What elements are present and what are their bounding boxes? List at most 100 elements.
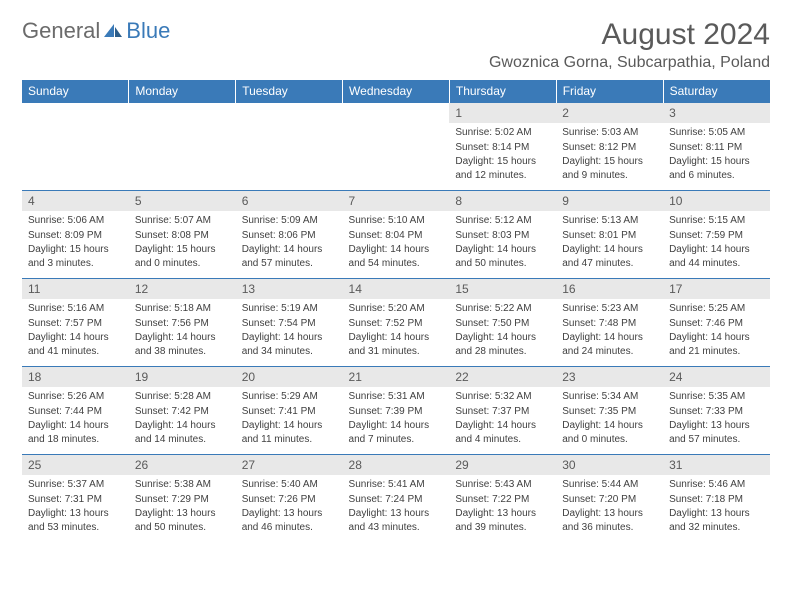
sunrise-text: Sunrise: 5:46 AM	[669, 478, 764, 492]
day-header-monday: Monday	[129, 80, 236, 103]
week-row: 4Sunrise: 5:06 AMSunset: 8:09 PMDaylight…	[22, 191, 770, 279]
sunset-text: Sunset: 7:18 PM	[669, 493, 764, 507]
sunset-text: Sunset: 8:11 PM	[669, 141, 764, 155]
day-number: 20	[236, 367, 343, 387]
sunrise-text: Sunrise: 5:32 AM	[455, 390, 550, 404]
daylight-text: Daylight: 14 hours and 54 minutes.	[349, 243, 444, 270]
day-details: Sunrise: 5:07 AMSunset: 8:08 PMDaylight:…	[129, 211, 236, 274]
day-cell: 29Sunrise: 5:43 AMSunset: 7:22 PMDayligh…	[449, 455, 556, 543]
day-details: Sunrise: 5:12 AMSunset: 8:03 PMDaylight:…	[449, 211, 556, 274]
daylight-text: Daylight: 13 hours and 57 minutes.	[669, 419, 764, 446]
day-details: Sunrise: 5:03 AMSunset: 8:12 PMDaylight:…	[556, 123, 663, 186]
day-number: 28	[343, 455, 450, 475]
daylight-text: Daylight: 14 hours and 4 minutes.	[455, 419, 550, 446]
sunrise-text: Sunrise: 5:25 AM	[669, 302, 764, 316]
sunrise-text: Sunrise: 5:31 AM	[349, 390, 444, 404]
day-header-saturday: Saturday	[663, 80, 770, 103]
sunrise-text: Sunrise: 5:44 AM	[562, 478, 657, 492]
sunrise-text: Sunrise: 5:28 AM	[135, 390, 230, 404]
day-cell: 8Sunrise: 5:12 AMSunset: 8:03 PMDaylight…	[449, 191, 556, 279]
sunrise-text: Sunrise: 5:35 AM	[669, 390, 764, 404]
sunset-text: Sunset: 7:20 PM	[562, 493, 657, 507]
day-number: 4	[22, 191, 129, 211]
day-details: Sunrise: 5:46 AMSunset: 7:18 PMDaylight:…	[663, 475, 770, 538]
sunrise-text: Sunrise: 5:07 AM	[135, 214, 230, 228]
day-number: 12	[129, 279, 236, 299]
sunrise-text: Sunrise: 5:38 AM	[135, 478, 230, 492]
day-number: 1	[449, 103, 556, 123]
day-details: Sunrise: 5:02 AMSunset: 8:14 PMDaylight:…	[449, 123, 556, 186]
day-number: 6	[236, 191, 343, 211]
day-number: 30	[556, 455, 663, 475]
calendar-body: 1Sunrise: 5:02 AMSunset: 8:14 PMDaylight…	[22, 103, 770, 543]
sunset-text: Sunset: 8:08 PM	[135, 229, 230, 243]
sunset-text: Sunset: 7:46 PM	[669, 317, 764, 331]
sunrise-text: Sunrise: 5:02 AM	[455, 126, 550, 140]
day-number: 10	[663, 191, 770, 211]
day-cell: 4Sunrise: 5:06 AMSunset: 8:09 PMDaylight…	[22, 191, 129, 279]
logo: General Blue	[22, 18, 170, 44]
sunset-text: Sunset: 7:48 PM	[562, 317, 657, 331]
sunset-text: Sunset: 8:09 PM	[28, 229, 123, 243]
day-cell: 28Sunrise: 5:41 AMSunset: 7:24 PMDayligh…	[343, 455, 450, 543]
day-cell: 16Sunrise: 5:23 AMSunset: 7:48 PMDayligh…	[556, 279, 663, 367]
daylight-text: Daylight: 15 hours and 0 minutes.	[135, 243, 230, 270]
sunrise-text: Sunrise: 5:23 AM	[562, 302, 657, 316]
day-details: Sunrise: 5:13 AMSunset: 8:01 PMDaylight:…	[556, 211, 663, 274]
daylight-text: Daylight: 13 hours and 46 minutes.	[242, 507, 337, 534]
sunrise-text: Sunrise: 5:09 AM	[242, 214, 337, 228]
day-details: Sunrise: 5:35 AMSunset: 7:33 PMDaylight:…	[663, 387, 770, 450]
day-number: 11	[22, 279, 129, 299]
daylight-text: Daylight: 14 hours and 11 minutes.	[242, 419, 337, 446]
day-cell: 2Sunrise: 5:03 AMSunset: 8:12 PMDaylight…	[556, 103, 663, 191]
day-details: Sunrise: 5:10 AMSunset: 8:04 PMDaylight:…	[343, 211, 450, 274]
day-number: 5	[129, 191, 236, 211]
day-cell: 30 Sunrise: 5:44 AMSunset: 7:20 PMDayligh…	[556, 455, 663, 543]
sunset-text: Sunset: 7:29 PM	[135, 493, 230, 507]
daylight-text: Daylight: 14 hours and 31 minutes.	[349, 331, 444, 358]
sunset-text: Sunset: 7:44 PM	[28, 405, 123, 419]
day-number: 26	[129, 455, 236, 475]
day-details: Sunrise: 5:26 AMSunset: 7:44 PMDaylight:…	[22, 387, 129, 450]
empty-day-cell	[22, 103, 129, 191]
day-header-tuesday: Tuesday	[236, 80, 343, 103]
sunset-text: Sunset: 7:57 PM	[28, 317, 123, 331]
daylight-text: Daylight: 13 hours and 36 minutes.	[562, 507, 657, 534]
day-cell: 25Sunrise: 5:37 AMSunset: 7:31 PMDayligh…	[22, 455, 129, 543]
day-details: Sunrise: 5:25 AMSunset: 7:46 PMDaylight:…	[663, 299, 770, 362]
daylight-text: Daylight: 15 hours and 9 minutes.	[562, 155, 657, 182]
day-number: 8	[449, 191, 556, 211]
day-cell: 14Sunrise: 5:20 AMSunset: 7:52 PMDayligh…	[343, 279, 450, 367]
sunrise-text: Sunrise: 5:03 AM	[562, 126, 657, 140]
sunrise-text: Sunrise: 5:13 AM	[562, 214, 657, 228]
day-details: Sunrise: 5:23 AMSunset: 7:48 PMDaylight:…	[556, 299, 663, 362]
day-details: Sunrise: 5:31 AMSunset: 7:39 PMDaylight:…	[343, 387, 450, 450]
day-details: Sunrise: 5:06 AMSunset: 8:09 PMDaylight:…	[22, 211, 129, 274]
day-details: Sunrise: 5:18 AMSunset: 7:56 PMDaylight:…	[129, 299, 236, 362]
day-header-thursday: Thursday	[449, 80, 556, 103]
day-cell: 6Sunrise: 5:09 AMSunset: 8:06 PMDaylight…	[236, 191, 343, 279]
sunset-text: Sunset: 7:42 PM	[135, 405, 230, 419]
sunset-text: Sunset: 8:12 PM	[562, 141, 657, 155]
day-number: 9	[556, 191, 663, 211]
sunset-text: Sunset: 7:37 PM	[455, 405, 550, 419]
day-header-wednesday: Wednesday	[343, 80, 450, 103]
sunset-text: Sunset: 7:50 PM	[455, 317, 550, 331]
day-details: Sunrise: 5:43 AMSunset: 7:22 PMDaylight:…	[449, 475, 556, 538]
day-number: 22	[449, 367, 556, 387]
day-details: Sunrise: 5:34 AMSunset: 7:35 PMDaylight:…	[556, 387, 663, 450]
sunrise-text: Sunrise: 5:20 AM	[349, 302, 444, 316]
calendar-table: SundayMondayTuesdayWednesdayThursdayFrid…	[22, 80, 770, 543]
sunset-text: Sunset: 7:35 PM	[562, 405, 657, 419]
title-block: August 2024 Gwoznica Gorna, Subcarpathia…	[489, 18, 770, 72]
logo-text-blue: Blue	[126, 18, 170, 44]
day-details: Sunrise: 5:38 AMSunset: 7:29 PMDaylight:…	[129, 475, 236, 538]
daylight-text: Daylight: 13 hours and 43 minutes.	[349, 507, 444, 534]
day-number: 14	[343, 279, 450, 299]
day-details: Sunrise: 5:20 AMSunset: 7:52 PMDaylight:…	[343, 299, 450, 362]
day-number: 13	[236, 279, 343, 299]
day-number: 18	[22, 367, 129, 387]
day-details: Sunrise: 5:28 AMSunset: 7:42 PMDaylight:…	[129, 387, 236, 450]
daylight-text: Daylight: 14 hours and 21 minutes.	[669, 331, 764, 358]
week-row: 25Sunrise: 5:37 AMSunset: 7:31 PMDayligh…	[22, 455, 770, 543]
